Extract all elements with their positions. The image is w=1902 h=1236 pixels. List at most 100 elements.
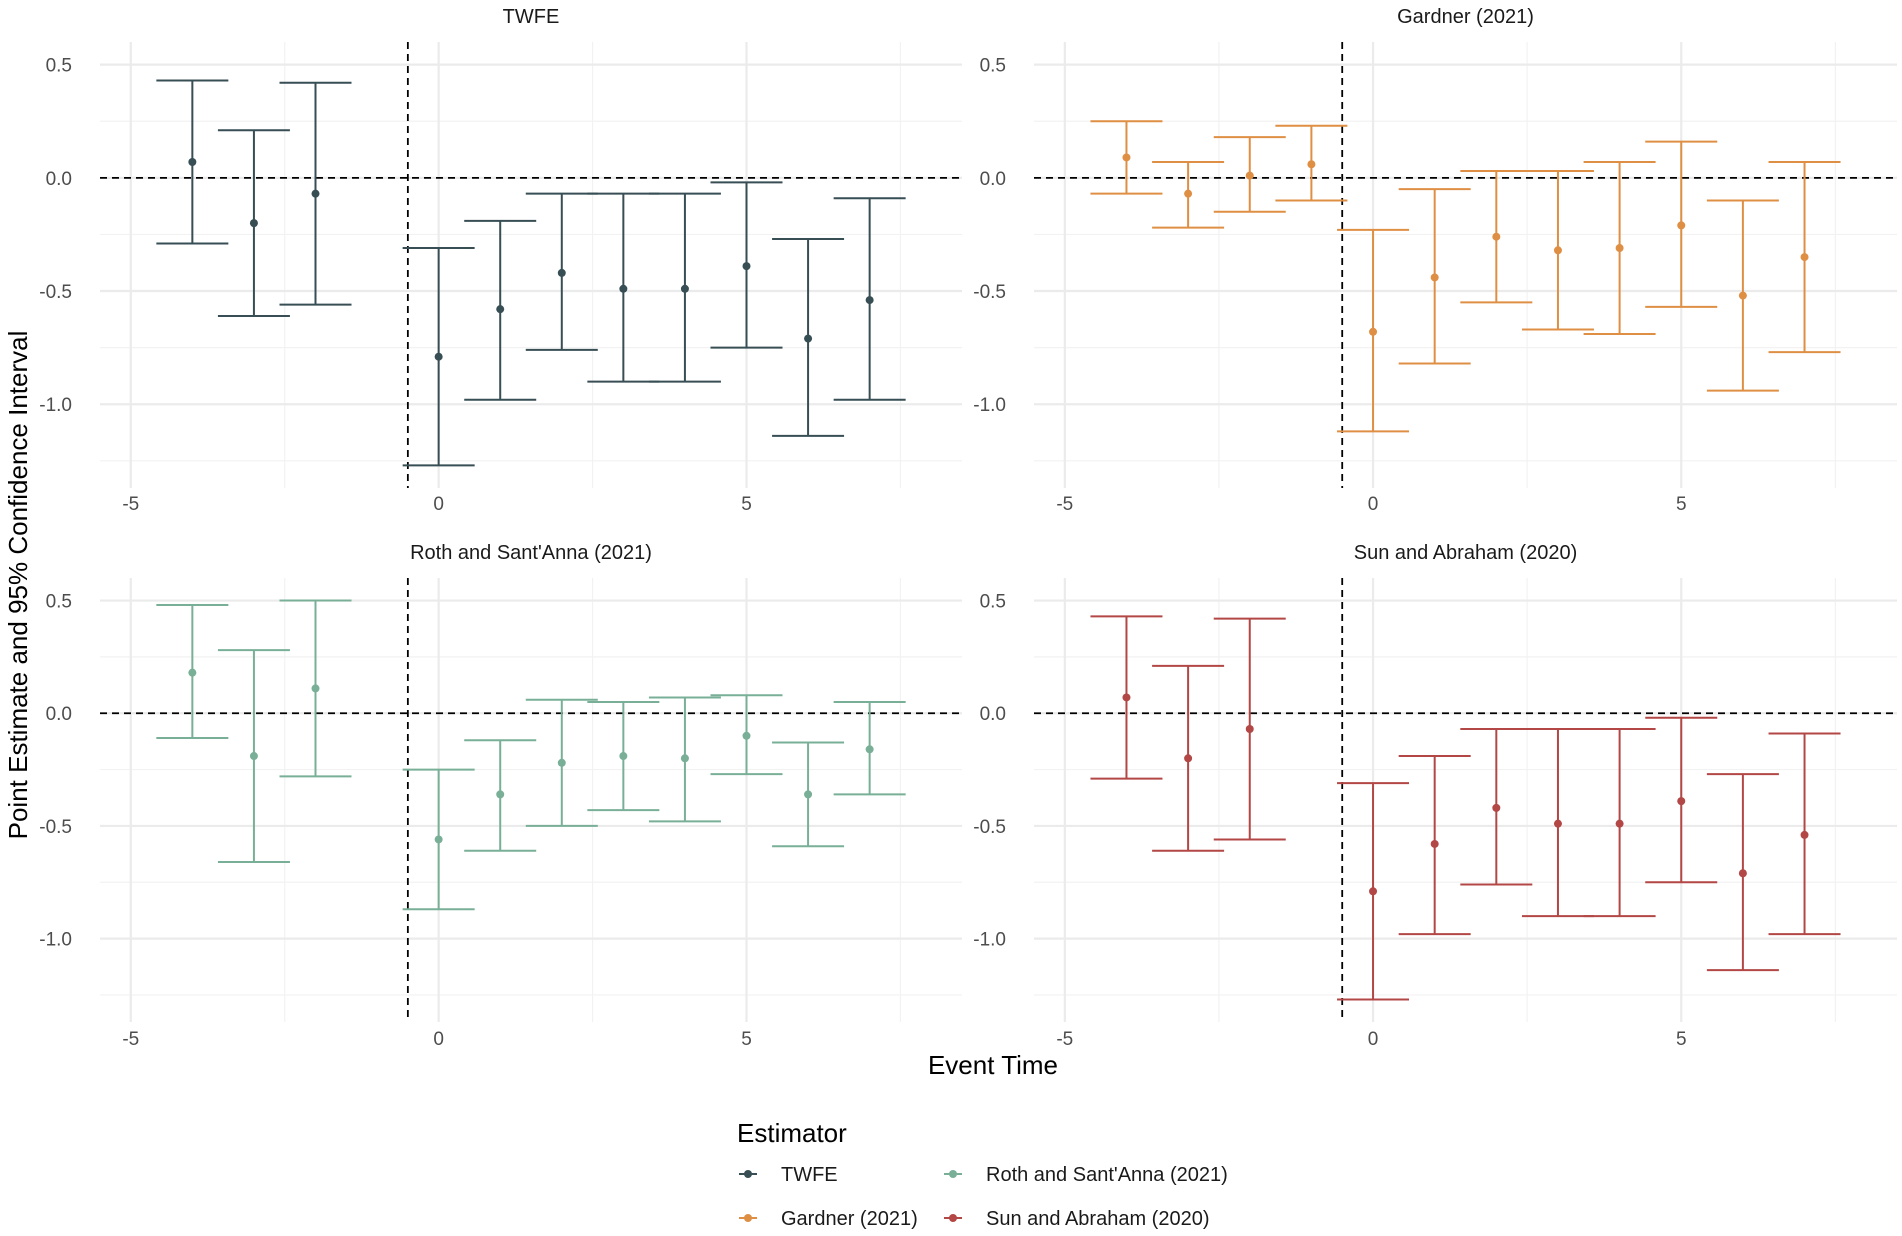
error-bar: [1152, 160, 1225, 229]
y-tick-label: -0.5: [39, 817, 72, 838]
y-tick-label: -1.0: [973, 395, 1006, 416]
error-bar: [1213, 136, 1286, 213]
x-tick-label: 0: [433, 1029, 444, 1050]
x-tick-label: -5: [1056, 1029, 1073, 1050]
panel-sun-and-abraham-2020: Sun and Abraham (2020) 0.5 0.0 -0.5 -1.0 -5 0 5: [973, 542, 1897, 1050]
error-bar: [1275, 124, 1348, 202]
legend-items: TWFE Roth and Sant'Anna (2021) Gardner (20…: [739, 1164, 1228, 1230]
error-bar: [1337, 782, 1410, 1001]
error-bar: [1152, 664, 1225, 852]
panel-title: Sun and Abraham (2020): [1354, 542, 1578, 564]
error-bar: [156, 604, 229, 740]
legend-item-gardner-2021: Gardner (2021): [739, 1208, 918, 1230]
error-bar: [1460, 170, 1533, 304]
point-estimate: [311, 684, 320, 693]
x-tick-label: 0: [433, 494, 444, 515]
panel-roth-and-sant-anna-2021: Roth and Sant'Anna (2021) 0.5 0.0 -0.5 -1.0 -…: [39, 542, 962, 1050]
error-bar: [1768, 732, 1841, 936]
y-tick-label: -1.0: [39, 930, 72, 951]
error-bar: [833, 700, 906, 796]
x-axis-title: Event Time: [928, 1050, 1058, 1080]
error-bar: [1645, 716, 1718, 884]
panel-title: TWFE: [503, 6, 560, 28]
error-bar: [402, 247, 475, 467]
point-estimate: [680, 284, 689, 293]
error-bar: [1398, 755, 1471, 936]
y-axis-title: Point Estimate and 95% Confidence Interv…: [3, 331, 33, 840]
point-estimate: [188, 157, 197, 166]
point-estimate: [1430, 839, 1439, 848]
error-bar: [772, 741, 845, 848]
point-estimate: [311, 189, 320, 198]
error-bar: [217, 649, 290, 863]
error-bar: [464, 739, 537, 852]
error-bar: [1398, 188, 1471, 365]
error-bar: [1090, 120, 1163, 195]
panel-twfe: TWFE 0.5 0.0 -0.5 -1.0 -5 0 5: [39, 6, 962, 515]
y-tick-label: 0.5: [46, 56, 72, 77]
y-tick-label: -0.5: [973, 817, 1006, 838]
point-estimate: [1553, 819, 1562, 828]
point-estimate: [249, 752, 258, 761]
point-estimate: [1430, 273, 1439, 282]
point-estimate: [557, 758, 566, 767]
error-bar: [833, 197, 906, 401]
error-bar: [1213, 617, 1286, 841]
point-estimate: [1122, 693, 1131, 702]
point-estimate: [1677, 797, 1686, 806]
legend-item-sun-and-abraham-2020: Sun and Abraham (2020): [944, 1208, 1210, 1230]
point-estimate: [1122, 153, 1131, 162]
error-bar: [1645, 140, 1718, 308]
point-estimate: [434, 835, 443, 844]
point-estimate: [742, 731, 751, 740]
legend-item-twfe: TWFE: [739, 1164, 838, 1186]
legend-key-point: [744, 1214, 752, 1222]
error-bar: [1583, 728, 1656, 918]
error-bar: [279, 599, 352, 778]
point-estimate: [1492, 232, 1501, 241]
point-estimate: [1677, 221, 1686, 230]
error-bar: [156, 79, 229, 245]
panel-title: Roth and Sant'Anna (2021): [410, 542, 652, 564]
error-bar: [587, 700, 660, 812]
y-tick-label: 0.0: [46, 704, 72, 725]
point-estimate: [188, 668, 197, 677]
point-estimate: [496, 790, 505, 799]
y-tick-label: 0.5: [980, 56, 1006, 77]
point-estimate: [1615, 244, 1624, 253]
point-estimate: [680, 754, 689, 763]
legend: Estimator TWFE Roth and Sant'Anna (2021) G…: [737, 1118, 1228, 1230]
point-estimate: [1738, 291, 1747, 300]
error-bar: [217, 129, 290, 317]
y-tick-label: 0.5: [46, 592, 72, 613]
error-bar: [1460, 728, 1533, 886]
y-tick-label: 0.5: [980, 592, 1006, 613]
error-bar: [1521, 728, 1594, 918]
error-bar: [648, 696, 721, 823]
x-tick-label: -5: [122, 494, 139, 515]
x-tick-label: 5: [741, 1029, 752, 1050]
error-bar: [1706, 199, 1779, 392]
legend-label: Roth and Sant'Anna (2021): [986, 1164, 1228, 1186]
y-tick-label: -0.5: [39, 282, 72, 303]
error-bar: [525, 698, 598, 827]
y-tick-label: -1.0: [39, 395, 72, 416]
y-tick-label: -1.0: [973, 930, 1006, 951]
point-estimate: [557, 268, 566, 277]
point-estimate: [804, 334, 813, 343]
point-estimate: [1307, 160, 1316, 169]
point-estimate: [496, 305, 505, 314]
error-bar: [402, 768, 475, 911]
error-bar: [710, 181, 783, 349]
point-estimate: [1369, 327, 1378, 336]
panel-gardner-2021: Gardner (2021) 0.5 0.0 -0.5 -1.0 -5 0 5: [973, 6, 1897, 515]
point-estimate: [1369, 887, 1378, 896]
point-estimate: [619, 752, 628, 761]
legend-title: Estimator: [737, 1118, 847, 1148]
error-bar: [1768, 160, 1841, 354]
y-tick-label: -0.5: [973, 282, 1006, 303]
error-bar: [772, 237, 845, 437]
error-bar: [1521, 170, 1594, 331]
